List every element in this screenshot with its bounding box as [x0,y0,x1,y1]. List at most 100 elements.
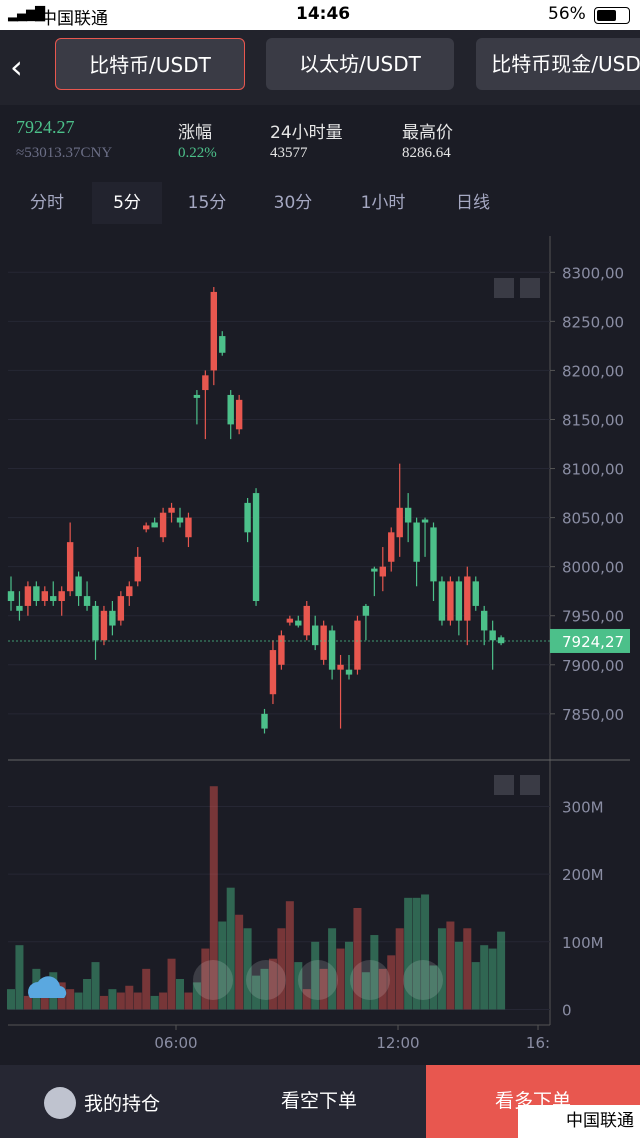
tab[interactable]: 比特币/USDT [55,38,245,90]
candle-body [447,581,454,621]
y-tick-label: 300M [562,799,604,817]
stat-label: 24小时量 [270,123,343,143]
zoom-button[interactable] [403,960,443,1000]
tab[interactable]: 以太坊/USDT [266,38,454,90]
battery-icon [594,7,630,24]
volume-bar [446,921,455,1010]
volume-bar [328,928,337,1010]
scale-button[interactable] [520,775,540,795]
candle-body [404,507,412,523]
volume-bar [336,948,345,1010]
battery-text: 56% [548,4,586,24]
volume-bar [125,985,134,1010]
volume-bar [23,995,32,1010]
y-tick-label: 7900,00 [562,657,624,675]
volume-bar [15,945,24,1010]
interval-tab[interactable]: 5分 [92,182,162,224]
stat-value: 0.22% [178,145,217,161]
candle-body [345,669,353,675]
carrier: 中国联通 [40,9,108,29]
cny-price: ≈53013.37CNY [16,145,113,161]
volume-bar [370,935,379,1010]
candle-body [396,507,403,538]
interval-tab[interactable]: 15分 [187,193,227,213]
candle-body [219,336,226,353]
y-tick-label: 8000,00 [562,559,624,577]
zoom-button[interactable] [350,960,390,1000]
candle-body [202,375,209,391]
x-tick-label: 16: [526,1034,550,1052]
volume-bar [454,941,463,1010]
x-tick-label: 06:00 [154,1034,197,1052]
coins-icon [44,1087,76,1119]
candle-body [388,532,395,562]
y-tick-label: 7850,00 [562,706,624,724]
interval-tab[interactable]: 1小时 [360,193,406,213]
header: ‹ 比特币/USDT 以太坊/USDT 比特币现金/USD [0,30,640,105]
candle-body [235,399,243,430]
scale-button[interactable] [494,775,514,795]
volume-bar [218,921,227,1010]
short-button[interactable]: 看空下单 [212,1065,426,1138]
y-tick-label: 100M [562,934,604,952]
zoom-button[interactable] [298,960,338,1000]
stat-label: 最高价 [402,123,453,143]
zoom-button[interactable] [193,960,233,1000]
candle-body [438,581,446,621]
y-tick-label: 8250,00 [562,313,624,331]
candle-body [117,596,125,621]
candle-body [134,556,141,582]
candle-body [109,610,116,626]
candle-body [24,586,32,606]
y-tick-label: 8050,00 [562,510,624,528]
y-tick-label: 200M [562,866,604,884]
volume-bar [176,979,184,1010]
volume-bar [74,992,83,1010]
y-tick-label: 7950,00 [562,608,624,626]
interval-tab[interactable]: 日线 [456,193,490,213]
volume-bar [99,995,108,1010]
volume-bar [395,928,404,1010]
volume-bar [150,995,159,1010]
candle-body [379,566,386,577]
candle-body [7,591,15,602]
signal-icon: ▂▄▆█ [8,7,45,22]
volume-bar [201,948,210,1010]
candle-body [193,394,201,398]
interval-tab[interactable]: 分时 [30,193,64,213]
volume-bar [311,941,320,1010]
candle-body [58,591,65,602]
volume-bar [294,962,303,1010]
volume-bar [235,914,244,1010]
y-tick-label: 8200,00 [562,362,624,380]
candle-body [489,630,496,641]
interval-tab[interactable]: 30分 [273,193,313,213]
candle-body [33,586,40,602]
zoom-button[interactable] [246,960,286,1000]
tab[interactable]: 比特币现金/USD [476,38,640,90]
last-price-label: 7924,27 [562,633,624,651]
volume-bar [142,968,151,1010]
volume-bar [319,968,328,1010]
back-button[interactable]: ‹ [10,48,23,86]
scale-button[interactable] [494,278,514,298]
chart: 8300,00 8250,00 8200,00 8150,00 8100,00 8050,… [7,236,630,1052]
candle-body [312,625,319,646]
volume-bar [184,992,193,1010]
volume-bar [345,941,353,1010]
scale-button[interactable] [520,278,540,298]
volume-bar [159,992,168,1010]
candle-body [143,525,150,530]
volume-bar [480,945,489,1010]
candle-body [421,519,429,523]
volume-bar [116,992,125,1010]
volume-bar [192,982,201,1010]
volume-bar [463,928,472,1010]
candle-body [371,568,378,572]
candle-body [227,394,234,425]
volume-bar [226,887,235,1010]
candle-body [430,527,437,582]
holdings-button[interactable]: 我的持仓 [0,1065,212,1138]
volume-bar [209,786,218,1010]
volume-bar [302,989,311,1010]
